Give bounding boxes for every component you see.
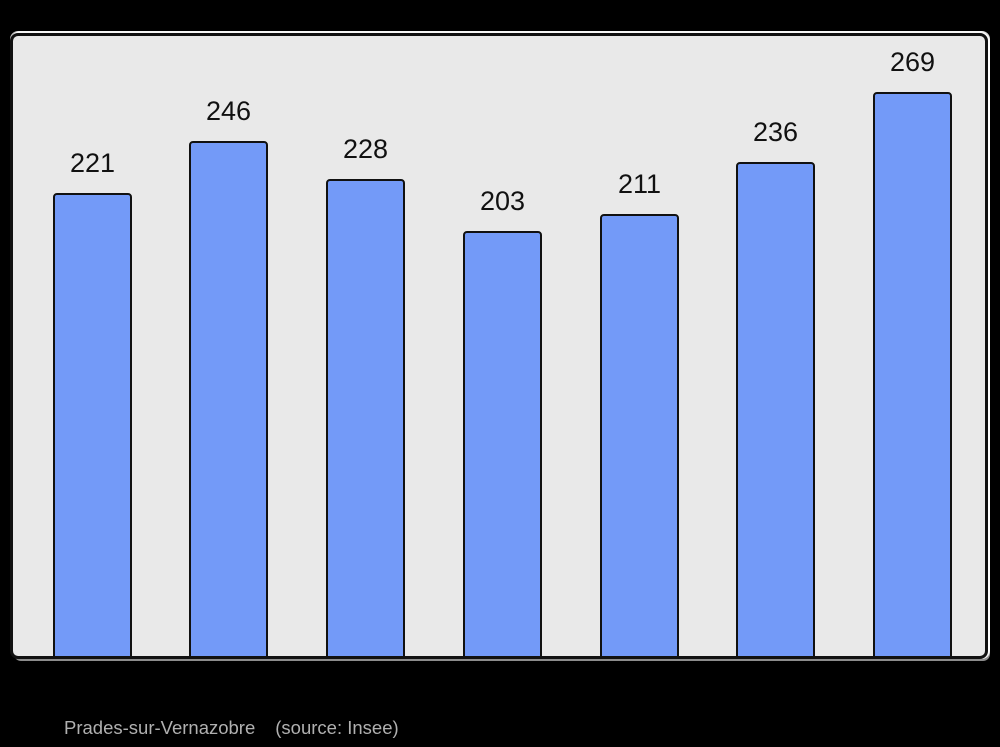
caption-source: (source: Insee): [275, 717, 399, 738]
caption-commune-name: Prades-sur-Vernazobre: [64, 717, 256, 738]
bar-value-label: 236: [752, 117, 799, 147]
bar: [600, 214, 679, 656]
bar: [189, 141, 268, 656]
bar-slot: 236: [736, 36, 815, 656]
bar-value-label: 246: [205, 96, 252, 126]
bar: [873, 92, 952, 656]
bar: [463, 231, 542, 656]
bar-value-label: 228: [342, 134, 389, 164]
bar-value-label: 211: [617, 169, 662, 199]
bar-value-label: 269: [889, 47, 936, 77]
chart-caption: Prades-sur-Vernazobre (source: Insee): [64, 717, 399, 739]
bar-value-label: 221: [69, 148, 116, 178]
bar-value-label: 203: [479, 186, 526, 216]
bar-slot: 228: [326, 36, 405, 656]
bar-slot: 269: [873, 36, 952, 656]
bar-slot: 221: [53, 36, 132, 656]
plot-area: 221 246 228 203 211 236 269: [13, 36, 985, 656]
bar: [326, 179, 405, 656]
bar-slot: 211: [600, 36, 679, 656]
bar: [736, 162, 815, 656]
bar-slot: 203: [463, 36, 542, 656]
bar: [53, 193, 132, 656]
population-bar-chart: 221 246 228 203 211 236 269: [10, 33, 988, 659]
bar-slot: 246: [189, 36, 268, 656]
